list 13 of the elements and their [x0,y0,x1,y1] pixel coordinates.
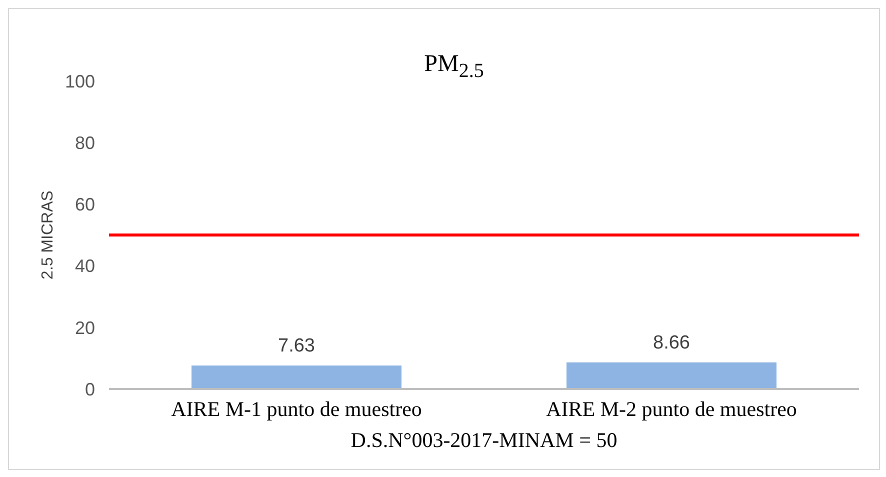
x-tick-label: AIRE M-2 punto de muestreo [546,396,797,421]
y-tick-label: 0 [84,379,95,400]
y-tick-label: 20 [74,318,95,338]
y-axis-title: 2.5 MICRAS [40,190,57,280]
chart-title: PM$_{2.5}$ [424,51,484,82]
data-label: 7.63 [278,336,315,356]
y-tick-label: 40 [74,256,95,276]
y-tick-label: 80 [74,132,95,153]
data-label: 8.66 [653,332,690,354]
y-tick-label: 60 [74,194,95,215]
y-tick-label: 100 [64,71,95,92]
x-axis-title: D.S.N°003-2017-MINAM = 50 [350,428,618,452]
x-tick-label: AIRE M-1 punto de muestreo [171,396,422,421]
